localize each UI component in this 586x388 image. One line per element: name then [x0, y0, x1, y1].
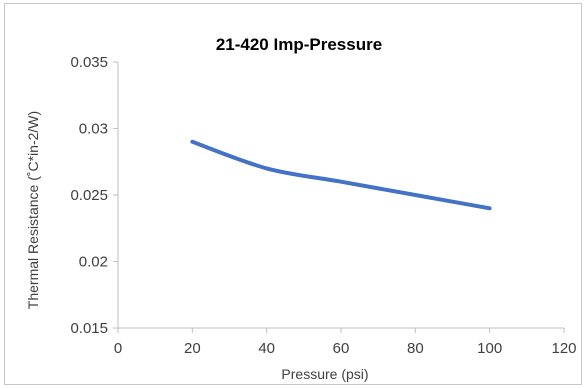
y-axis-title: Thermal Resistance (˚C*in-2/W)	[25, 111, 41, 309]
x-tick-label: 100	[477, 340, 502, 357]
x-tick-label: 40	[258, 340, 275, 357]
y-axis	[113, 61, 119, 329]
x-axis-title: Pressure (psi)	[281, 366, 368, 382]
y-tick-labels: 0.015 0.02 0.025 0.03 0.035	[70, 54, 108, 337]
series-line	[190, 139, 492, 211]
x-tick-label: 80	[407, 340, 424, 357]
x-tick-label: 60	[333, 340, 350, 357]
y-tick-label: 0.02	[79, 254, 108, 271]
y-tick-label: 0.025	[70, 187, 108, 204]
x-tick-label: 120	[551, 340, 576, 357]
y-tick-label: 0.035	[70, 54, 108, 71]
y-tick-label: 0.03	[79, 121, 108, 138]
x-tick-label: 20	[184, 340, 201, 357]
x-axis	[117, 327, 565, 333]
x-tick-labels: 0 20 40 60 80 100 120	[114, 340, 577, 357]
x-tick-label: 0	[114, 340, 122, 357]
y-tick-label: 0.015	[70, 320, 108, 337]
chart-title: 21-420 Imp-Pressure	[216, 35, 382, 54]
chart-frame	[4, 3, 582, 385]
series	[190, 139, 492, 211]
